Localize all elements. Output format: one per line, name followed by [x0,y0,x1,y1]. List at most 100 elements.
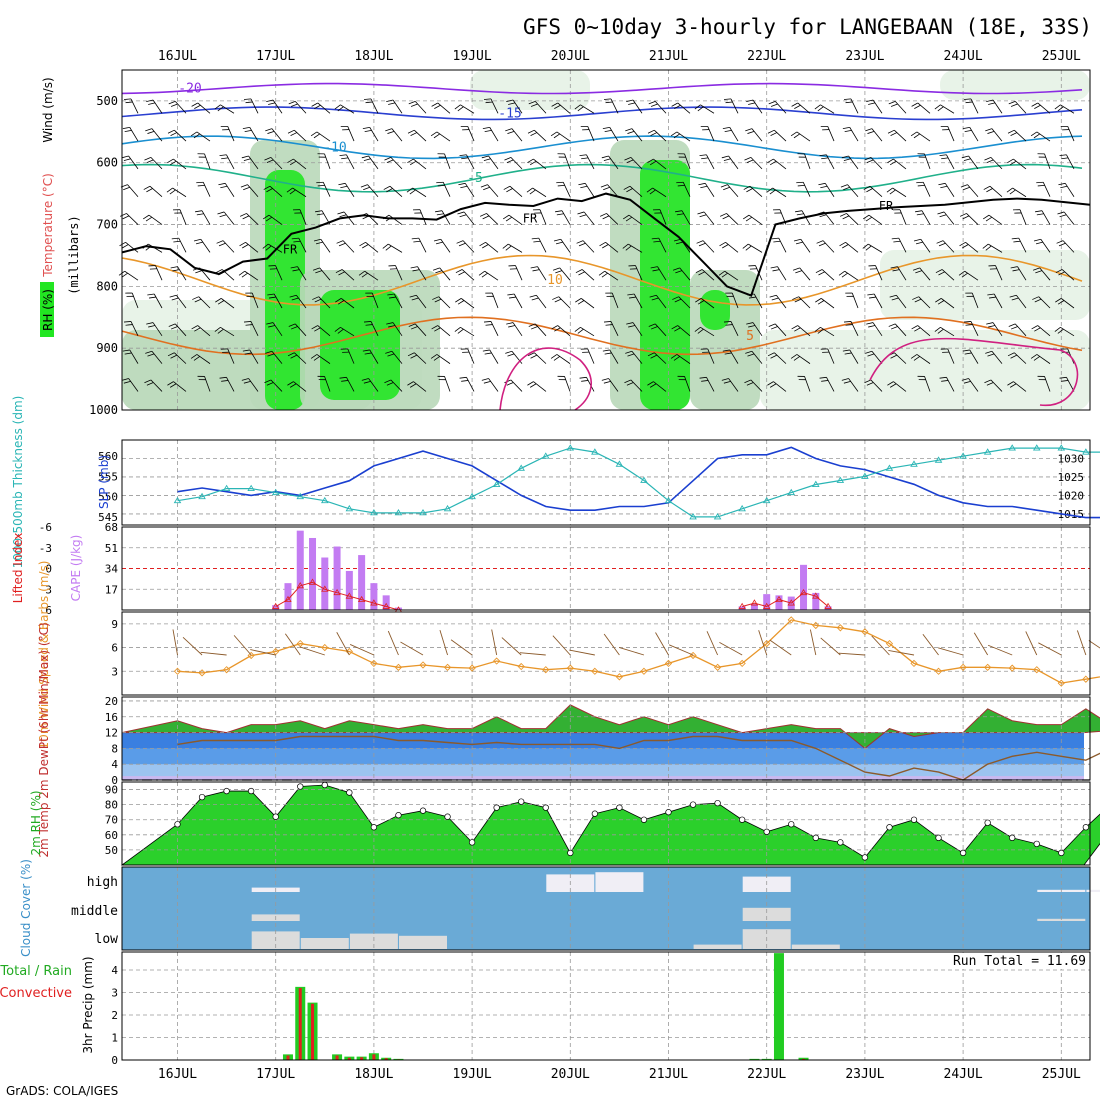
wind-barb [804,153,811,170]
cape-tick-label: 68 [105,521,118,534]
wind-barb [990,157,1003,170]
wind-barb-feather [435,241,443,245]
wind-barb-feather [601,378,609,381]
wind-barb-feather [818,182,826,186]
wind-barb [272,99,283,114]
wind-barb-feather [698,271,705,276]
temperature-contour [121,106,1083,121]
wind-barb [294,352,307,364]
wind-barb-feather [891,297,899,301]
li-marker [787,599,795,606]
wind-barb [845,241,859,253]
cloud-middle-fill [742,907,791,921]
wind-barb-feather [985,216,993,222]
wind-barb-feather [986,322,994,325]
wind-barb-feather [914,104,921,110]
surface-wind-barb [182,636,203,656]
wind-speed-marker [542,666,550,674]
wind-barb [947,126,955,142]
wind-barb [851,292,859,309]
wind-barb-feather [311,325,318,330]
wind-barb-feather [506,188,513,193]
rh-point [542,804,549,811]
wind-barb [562,182,571,197]
wind-barb-feather [410,326,418,330]
wind-barb-feather [674,298,682,303]
wind-barb-feather [794,298,802,303]
wind-speed-marker [934,667,943,675]
wind-barb-feather [122,215,130,220]
contour-label: -20 [178,82,201,97]
wind-barb-feather [409,383,417,388]
wind-barb [511,128,523,142]
rh-point [837,839,844,846]
wind-barb-feather [746,99,754,102]
wind-barb-feather [915,241,923,245]
wind-barb-feather [987,293,995,296]
wind-barb-feather [503,185,511,190]
thickness-marker [517,464,525,471]
wind-barb-feather [143,185,151,190]
temp-tick-label: 12 [105,727,118,740]
wind-barb-feather [797,184,805,187]
wind-barb-feather [699,214,707,218]
wind-barb [1060,298,1075,309]
contour-label: -5 [467,171,483,186]
wind-barb [1044,153,1051,170]
wind-barb-feather [506,322,514,325]
thickness-marker [664,496,673,504]
surface-wind-barb [400,641,424,656]
thickness-marker [198,492,206,500]
wind-barb-feather [337,211,345,215]
wind-barb [947,348,955,364]
wind-barb-feather [723,158,731,162]
wind-barb-feather [358,270,365,276]
wind-barb [316,354,331,364]
wind-barb-feather [722,244,729,249]
temp-tick-label: 8 [111,742,118,755]
rh-point [518,798,525,805]
wind-barb-feather [265,350,273,354]
wind-barb [1014,101,1027,114]
temp-area [121,704,1100,750]
wind-barb-feather [890,132,898,137]
wind-speed-marker [173,667,182,675]
cape-bar [763,594,771,610]
wind-barb-feather [123,380,131,384]
wind-barb-feather [551,325,558,330]
precip-tick-label: 3 [111,987,118,1000]
wind-barb-feather [796,213,804,216]
thickness-marker [591,448,599,455]
wind-barb-feather [122,349,130,352]
wind-barb [340,104,355,114]
wind-barb-feather [431,325,438,330]
li-marker [357,595,366,603]
wind-barb-feather [336,240,344,244]
wind-barb [796,354,811,364]
wind-barb [968,155,979,170]
wind-barb-feather [193,133,200,139]
wind-barb-feather [695,269,703,274]
wind-barb [586,377,595,392]
wind-barb-feather [575,269,583,274]
wind-barb-feather [577,300,585,305]
thickness-marker [689,513,697,520]
surface-wind-barb [387,630,399,656]
wind-barb-feather [554,298,562,303]
cape-tick-label: 51 [105,542,118,555]
wind-barb-feather [314,327,321,332]
wind-barb-feather [938,182,946,186]
wind-barb [536,294,547,309]
wind-barb [204,153,211,170]
wind-barb [490,98,499,114]
wind-barb [894,101,907,114]
wind-barb [436,354,451,364]
surface-wind-barb [769,639,792,656]
wind-speed-marker [763,639,771,648]
wind-barb-feather [245,101,253,104]
wind-barb-feather [627,293,635,296]
wind-barb [967,184,979,197]
wind-barb [174,323,187,337]
wind-barb-feather [385,216,393,222]
